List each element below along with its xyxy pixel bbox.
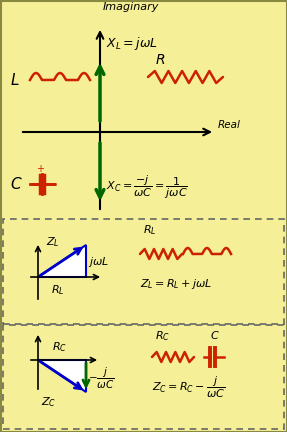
Text: $X_L = j\omega L$: $X_L = j\omega L$ — [106, 35, 158, 53]
Text: $R_L$: $R_L$ — [143, 223, 157, 237]
FancyBboxPatch shape — [3, 325, 284, 429]
Text: $-\dfrac{j}{\omega C}$: $-\dfrac{j}{\omega C}$ — [88, 365, 115, 391]
Text: +: + — [36, 164, 44, 174]
Text: $C$: $C$ — [210, 329, 220, 341]
Text: Imaginary: Imaginary — [103, 2, 159, 12]
Text: $R_C$: $R_C$ — [155, 329, 170, 343]
Text: $L$: $L$ — [10, 72, 20, 88]
Text: $Z_C = R_C - \dfrac{j}{\omega C}$: $Z_C = R_C - \dfrac{j}{\omega C}$ — [152, 374, 226, 400]
Text: $Z_L$: $Z_L$ — [46, 235, 60, 249]
Text: $R_C$: $R_C$ — [52, 340, 67, 354]
Text: $X_C = \dfrac{-j}{\omega C} = \dfrac{1}{j\omega C}$: $X_C = \dfrac{-j}{\omega C} = \dfrac{1}{… — [106, 173, 188, 201]
Text: $R$: $R$ — [155, 53, 165, 67]
Text: Real: Real — [218, 120, 241, 130]
Text: $Z_L = R_L + j\omega L$: $Z_L = R_L + j\omega L$ — [140, 277, 212, 291]
Text: $R_L$: $R_L$ — [51, 283, 65, 297]
Polygon shape — [38, 245, 86, 277]
Text: $C$: $C$ — [10, 176, 23, 192]
Text: $j\omega L$: $j\omega L$ — [88, 255, 109, 269]
Polygon shape — [38, 360, 86, 392]
Text: $Z_C$: $Z_C$ — [41, 395, 56, 409]
FancyBboxPatch shape — [3, 219, 284, 324]
